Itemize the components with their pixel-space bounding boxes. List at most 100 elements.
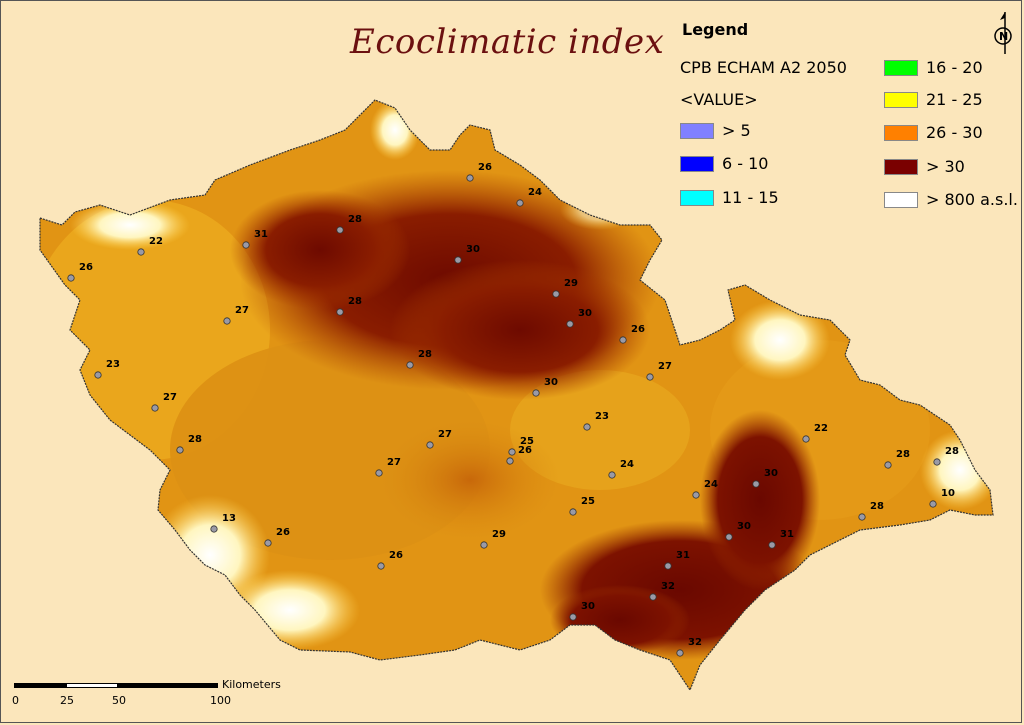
scale-tick-0: 0 (12, 694, 19, 707)
station-label: 28 (348, 296, 362, 307)
station-marker (608, 471, 616, 479)
station-marker (264, 539, 272, 547)
legend-label-800asl: > 800 a.s.l. (926, 190, 1018, 209)
station-marker (929, 500, 937, 508)
legend-layer-name: CPB ECHAM A2 2050 (680, 58, 847, 77)
station-marker (466, 174, 474, 182)
station-label: 30 (466, 244, 480, 255)
station-label: 23 (595, 411, 609, 422)
station-marker (242, 241, 250, 249)
station-label: 28 (348, 214, 362, 225)
station-label: 30 (764, 468, 778, 479)
scale-seg-2 (66, 683, 118, 688)
legend-swatch-6-10 (680, 156, 714, 172)
station-label: 29 (492, 529, 506, 540)
station-label: 22 (814, 423, 828, 434)
legend-label-gt30: > 30 (926, 157, 965, 176)
station-marker (858, 513, 866, 521)
station-marker (508, 448, 516, 456)
station-label: 32 (661, 581, 675, 592)
legend-label-16-20: 16 - 20 (926, 58, 983, 77)
scale-tick-100: 100 (210, 694, 231, 707)
station-label: 31 (780, 529, 794, 540)
station-label: 26 (79, 262, 93, 273)
station-label: 31 (676, 550, 690, 561)
legend-label-21-25: 21 - 25 (926, 90, 983, 109)
station-label: 29 (564, 278, 578, 289)
legend-swatch-800asl (884, 192, 918, 208)
station-label: 25 (520, 436, 534, 447)
station-marker (176, 446, 184, 454)
station-marker (137, 248, 145, 256)
station-marker (692, 491, 700, 499)
legend-label-lt5: > 5 (722, 121, 751, 140)
station-marker (676, 649, 684, 657)
station-label: 10 (941, 488, 955, 499)
legend-swatch-gt30 (884, 159, 918, 175)
station-marker (375, 469, 383, 477)
station-marker (406, 361, 414, 369)
station-label: 27 (163, 392, 177, 403)
station-label: 24 (620, 459, 634, 470)
station-marker (566, 320, 574, 328)
station-marker (480, 541, 488, 549)
station-marker (151, 404, 159, 412)
station-marker (336, 226, 344, 234)
scale-seg-1 (14, 683, 66, 688)
station-marker (210, 525, 218, 533)
station-label: 30 (578, 308, 592, 319)
station-label: 28 (188, 434, 202, 445)
station-label: 26 (389, 550, 403, 561)
scale-bar: Kilometers 0 25 50 100 (12, 678, 314, 714)
station-marker (884, 461, 892, 469)
station-label: 32 (688, 637, 702, 648)
station-label: 26 (276, 527, 290, 538)
station-marker (426, 441, 434, 449)
legend-swatch-11-15 (680, 190, 714, 206)
station-label: 30 (737, 521, 751, 532)
station-label: 28 (870, 501, 884, 512)
station-marker (569, 613, 577, 621)
station-marker (516, 199, 524, 207)
station-label: 31 (254, 229, 268, 240)
station-marker (619, 336, 627, 344)
station-marker (933, 458, 941, 466)
station-label: 26 (518, 445, 532, 456)
station-label: 27 (658, 361, 672, 372)
scale-seg-3 (118, 683, 218, 688)
station-marker (336, 308, 344, 316)
station-marker (377, 562, 385, 570)
legend-label-26-30: 26 - 30 (926, 123, 983, 142)
legend: Legend CPB ECHAM A2 2050 <VALUE> > 5 6 -… (680, 18, 1020, 218)
north-arrow-icon: N (994, 12, 1012, 54)
station-marker (67, 274, 75, 282)
scale-unit: Kilometers (222, 678, 281, 691)
legend-label-6-10: 6 - 10 (722, 154, 769, 173)
station-marker (532, 389, 540, 397)
station-marker (569, 508, 577, 516)
station-label: 30 (544, 377, 558, 388)
station-label: 28 (945, 446, 959, 457)
station-label: 23 (106, 359, 120, 370)
station-label: 24 (528, 187, 542, 198)
station-marker (454, 256, 462, 264)
station-marker (752, 480, 760, 488)
north-label: N (999, 30, 1008, 43)
scale-tick-50: 50 (112, 694, 126, 707)
station-marker (768, 541, 776, 549)
station-label: 27 (387, 457, 401, 468)
station-label: 27 (235, 305, 249, 316)
station-marker (552, 290, 560, 298)
legend-heading: Legend (682, 20, 749, 39)
station-label: 28 (896, 449, 910, 460)
station-marker (646, 373, 654, 381)
legend-field-name: <VALUE> (680, 90, 758, 109)
station-marker (506, 457, 514, 465)
station-marker (649, 593, 657, 601)
station-marker (94, 371, 102, 379)
station-marker (725, 533, 733, 541)
station-label: 22 (149, 236, 163, 247)
map-title: Ecoclimatic index (350, 22, 665, 62)
